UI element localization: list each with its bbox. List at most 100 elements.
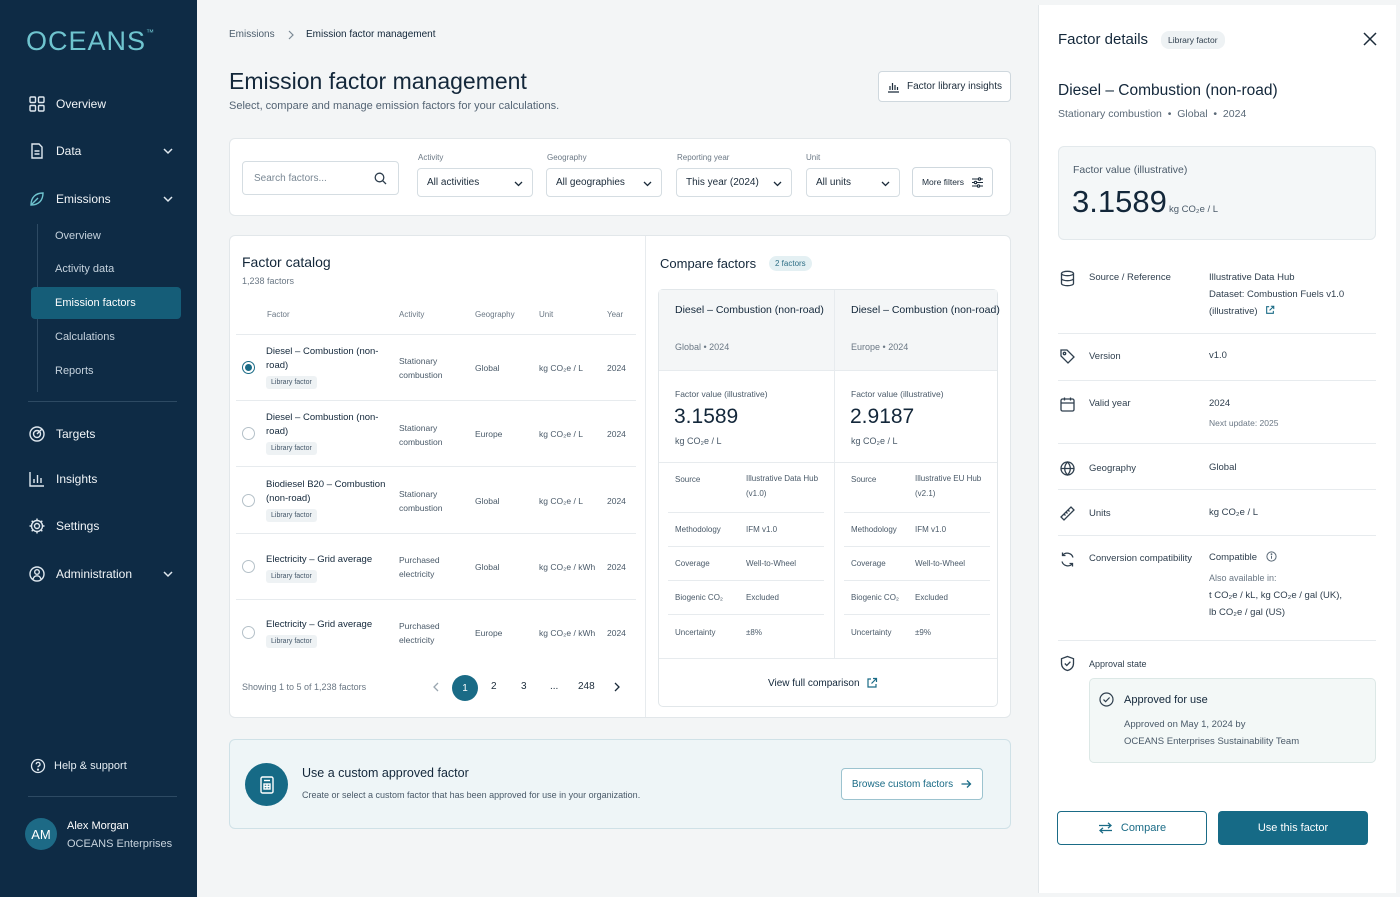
- chevron-down-icon: [643, 181, 652, 187]
- unit-cell: kg CO₂e / L: [539, 363, 583, 373]
- column-header[interactable]: Factor: [267, 310, 290, 319]
- sidebar-subitem-overview[interactable]: Overview: [55, 230, 101, 242]
- compare-value: Well-to-Wheel: [746, 559, 797, 568]
- sidebar-subitem-reports[interactable]: Reports: [55, 365, 94, 377]
- sidebar-item-emissions[interactable]: Emissions: [28, 187, 178, 211]
- divider: [1058, 535, 1376, 536]
- select-value: All geographies: [556, 177, 625, 188]
- sidebar-item-targets[interactable]: Targets: [28, 422, 178, 446]
- divider: [659, 462, 997, 463]
- source-value: Illustrative Data Hub Dataset: Combustio…: [1209, 272, 1345, 317]
- reporting-year-label: Reporting year: [677, 153, 730, 162]
- compare-count-badge: 2 factors: [769, 256, 812, 271]
- external-link-icon: [866, 677, 877, 688]
- column-header[interactable]: Geography: [475, 310, 515, 319]
- page-button[interactable]: 3: [521, 681, 527, 692]
- row-radio[interactable]: [242, 626, 255, 639]
- sidebar-item-overview[interactable]: Overview: [28, 92, 178, 116]
- row-radio[interactable]: [242, 494, 255, 507]
- info-icon[interactable]: [1266, 551, 1277, 562]
- button-label: Compare: [1120, 822, 1167, 834]
- close-icon[interactable]: [1362, 31, 1378, 47]
- unit-select[interactable]: All units: [806, 168, 900, 197]
- activity-cell: Stationary combustion: [399, 423, 443, 447]
- sidebar: OCEANS™ Overview Data Emissions Overview…: [0, 0, 197, 897]
- catalog-title: Factor catalog: [242, 254, 331, 270]
- unit-cell: kg CO₂e / L: [539, 496, 583, 506]
- detail-factor-meta: Stationary combustion • Global • 2024: [1058, 108, 1247, 120]
- compare-button[interactable]: Compare: [1057, 811, 1207, 845]
- more-filters-button[interactable]: More filters: [912, 167, 993, 197]
- compare-value: Excluded: [915, 593, 948, 602]
- factor-value-label: Factor value (illustrative): [675, 389, 768, 399]
- page-title: Emission factor management: [229, 68, 527, 94]
- compare-value: IFM v1.0: [746, 525, 778, 534]
- page-subtitle: Select, compare and manage emission fact…: [229, 100, 560, 112]
- avatar[interactable]: AM: [25, 818, 57, 850]
- help-icon: [30, 758, 46, 774]
- geography-select[interactable]: All geographies: [546, 168, 662, 197]
- conversion-also: Also available in:: [1209, 573, 1277, 583]
- divider: [28, 796, 177, 797]
- compare-column-header: [835, 290, 997, 370]
- activity-select[interactable]: All activities: [417, 168, 533, 197]
- divider: [1058, 489, 1376, 490]
- factor-value-label: Factor value (illustrative): [851, 389, 944, 399]
- pagination-summary: Showing 1 to 5 of 1,238 factors: [242, 682, 367, 692]
- sidebar-item-label: Targets: [56, 427, 96, 441]
- source-key: Source / Reference: [1089, 272, 1171, 283]
- page-button[interactable]: 2: [491, 681, 497, 692]
- compare-key: Biogenic CO₂: [851, 593, 900, 602]
- column-header[interactable]: Year: [607, 310, 624, 319]
- sidebar-subitem-calculations[interactable]: Calculations: [55, 331, 115, 343]
- factor-unit: kg CO₂e / L: [675, 436, 722, 446]
- factor-library-insights-button[interactable]: Factor library insights: [878, 71, 1011, 102]
- row-radio[interactable]: [242, 361, 255, 374]
- geography-cell: Europe: [475, 429, 503, 439]
- divider: [834, 290, 835, 658]
- chevron-down-icon: [514, 181, 523, 187]
- browse-custom-factors-button[interactable]: Browse custom factors: [841, 768, 983, 800]
- column-header[interactable]: Unit: [539, 310, 554, 319]
- page-button-active[interactable]: 1: [452, 675, 478, 701]
- grid-icon: [29, 96, 45, 112]
- approval-box: [1089, 678, 1376, 763]
- next-update: Next update: 2025: [1209, 418, 1279, 428]
- sidebar-item-data[interactable]: Data: [28, 139, 178, 163]
- chevron-left-icon[interactable]: [432, 682, 441, 692]
- approval-key: Approval state: [1089, 659, 1147, 669]
- divider: [668, 614, 824, 615]
- custom-factor-icon-badge: [245, 763, 288, 806]
- compare-key: Coverage: [851, 559, 886, 568]
- conversion-units: t CO₂e / kL, kg CO₂e / gal (UK), lb CO₂e…: [1209, 590, 1343, 618]
- help-support-link[interactable]: Help & support: [30, 758, 127, 774]
- search-icon: [374, 172, 387, 185]
- use-this-factor-button[interactable]: Use this factor: [1218, 811, 1368, 845]
- chevron-right-icon[interactable]: [612, 682, 621, 692]
- library-tag: Library factor: [266, 509, 317, 522]
- active-highlight: [31, 287, 181, 319]
- row-divider: [236, 533, 636, 534]
- search-input[interactable]: Search factors...: [242, 161, 399, 195]
- sidebar-item-administration[interactable]: Administration: [28, 562, 178, 586]
- year-cell: 2024: [607, 628, 626, 638]
- row-radio[interactable]: [242, 560, 255, 573]
- column-header[interactable]: Activity: [399, 310, 425, 319]
- external-link-icon[interactable]: [1265, 305, 1275, 315]
- sidebar-subitem-activity-data[interactable]: Activity data: [55, 263, 115, 275]
- view-full-comparison-link[interactable]: View full comparison: [768, 677, 878, 689]
- sidebar-item-label: Emissions: [56, 192, 111, 206]
- reporting-year-select[interactable]: This year (2024): [676, 168, 792, 197]
- year-cell: 2024: [607, 496, 626, 506]
- page-button[interactable]: 248: [578, 681, 595, 692]
- geography-key: Geography: [1089, 463, 1137, 474]
- select-value: All units: [816, 177, 852, 188]
- breadcrumb-parent[interactable]: Emissions: [229, 29, 275, 40]
- user-org: OCEANS Enterprises: [67, 838, 173, 850]
- sidebar-item-insights[interactable]: Insights: [28, 467, 178, 491]
- sidebar-item-label: Settings: [56, 519, 100, 533]
- sidebar-subitem-emission-factors[interactable]: Emission factors: [55, 297, 136, 309]
- version-value: v1.0: [1209, 350, 1227, 361]
- sidebar-item-settings[interactable]: Settings: [28, 514, 178, 538]
- row-radio[interactable]: [242, 427, 255, 440]
